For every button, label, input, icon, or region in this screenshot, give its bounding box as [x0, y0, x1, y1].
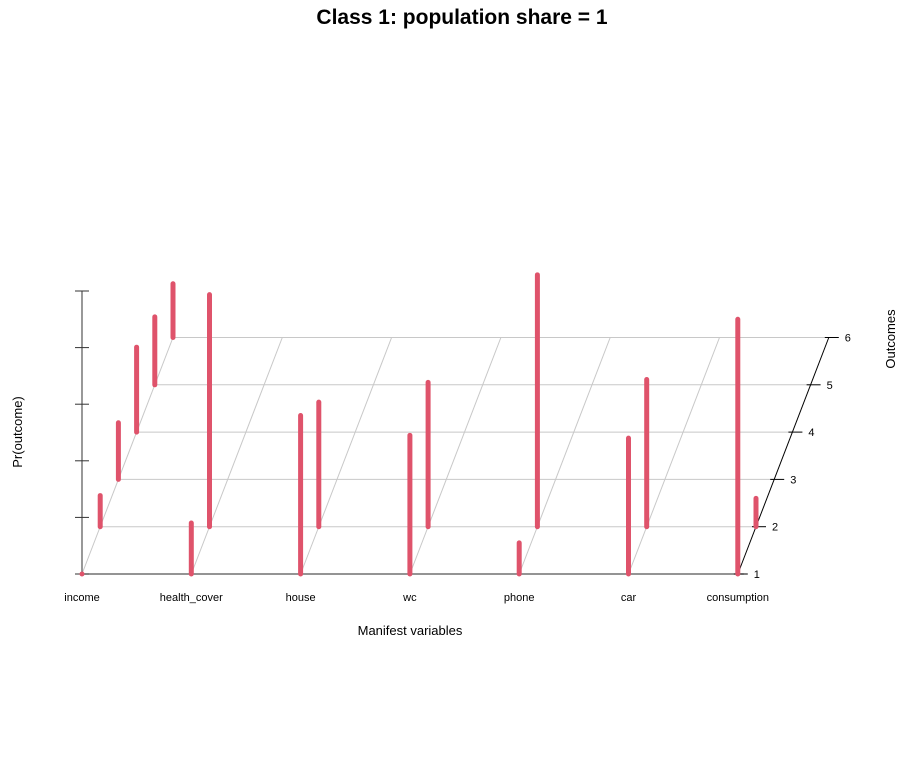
category-tick-label: health_cover [160, 592, 223, 604]
chart-grid [81, 337, 829, 575]
grid-line-variable [81, 337, 174, 575]
category-tick-label: phone [504, 592, 535, 604]
grid-line-variable [518, 337, 611, 575]
outcomes-tick-label: 3 [790, 474, 796, 486]
category-tick-label: wc [402, 592, 417, 604]
outcomes-axis-line [737, 337, 830, 575]
grid-line-variable [628, 337, 720, 575]
outcomes-tick-label: 2 [772, 522, 778, 534]
grid-line-variable [190, 337, 283, 575]
x-axis-label: Manifest variables [358, 623, 463, 638]
outcomes-tick-label: 1 [754, 569, 760, 581]
category-tick-label: house [286, 592, 316, 604]
outcomes-tick-label: 6 [845, 333, 851, 345]
chart-title: Class 1: population share = 1 [316, 6, 607, 29]
grid-line-variable [300, 337, 393, 575]
outcomes-axis-label: Outcomes [883, 309, 898, 369]
chart-bars [79, 272, 759, 577]
category-tick-label: consumption [707, 592, 769, 604]
grid-line-variable [409, 337, 502, 575]
category-tick-label: income [64, 592, 99, 604]
category-tick-label: car [621, 592, 637, 604]
z-axis-label: Pr(outcome) [10, 396, 25, 468]
outcomes-tick-label: 5 [827, 380, 833, 392]
outcomes-tick-label: 4 [808, 427, 814, 439]
chart-tick-labels: 1 2 3 4 5 6 income health_cover house wc phone car c… [64, 333, 851, 605]
